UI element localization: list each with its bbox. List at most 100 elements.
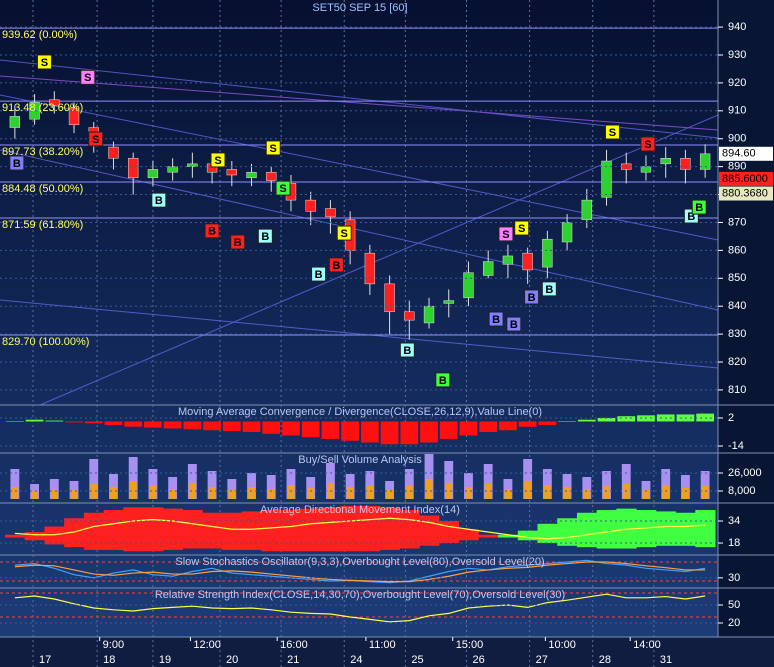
fib-label: 871.59 (61.80%) (2, 219, 83, 231)
time-label: 15:00 (456, 639, 484, 651)
bar (366, 486, 374, 499)
bar (583, 489, 591, 499)
candle-body (640, 166, 652, 173)
y-tick-label: 920 (728, 77, 746, 89)
indicator-line (14, 517, 706, 540)
bar (439, 421, 458, 439)
bar (445, 483, 453, 499)
bar (287, 485, 295, 499)
y-tick-label: 940 (728, 21, 746, 33)
panel (0, 559, 718, 584)
bar (582, 477, 592, 499)
bar (701, 486, 709, 499)
signal-label: S (214, 155, 221, 167)
y-tick-label: 930 (728, 49, 746, 61)
candle-body (108, 146, 119, 159)
bar (227, 479, 237, 499)
bar (346, 487, 354, 499)
bar (621, 464, 631, 499)
di-band (44, 526, 65, 545)
di-band (458, 529, 479, 541)
y-tick-label: 840 (728, 300, 746, 312)
bar (577, 419, 596, 422)
bar (248, 487, 255, 499)
y-tick-label: 850 (728, 272, 746, 284)
di-band (143, 507, 164, 552)
bar (543, 485, 551, 499)
di-band (616, 508, 637, 549)
signal-label: S (270, 143, 277, 155)
di-band (695, 510, 716, 548)
candle-body (246, 171, 257, 179)
bar (424, 454, 434, 499)
di-band (64, 518, 85, 548)
bar (267, 489, 275, 499)
bar (523, 459, 533, 499)
bar (542, 469, 552, 499)
bar (203, 421, 221, 431)
bar (420, 421, 438, 443)
di-band (596, 510, 617, 549)
di-band (261, 510, 282, 552)
bar (380, 421, 399, 445)
bar (499, 421, 517, 431)
signal-marker (506, 316, 522, 332)
bar (345, 474, 355, 499)
di-band (498, 534, 519, 538)
di-band (419, 515, 440, 546)
signal-marker (541, 281, 557, 297)
y-tick-label: -14 (728, 440, 744, 452)
signal-label: B (492, 314, 500, 326)
bar (484, 484, 492, 499)
bar (661, 469, 671, 499)
date-label: 20 (226, 654, 238, 666)
bar (642, 490, 650, 499)
candle-body (187, 163, 198, 167)
di-band (675, 512, 696, 546)
y-tick-label: 820 (728, 356, 746, 368)
di-band (202, 512, 223, 549)
bar (128, 457, 138, 499)
di-band (557, 518, 578, 546)
signal-marker (275, 180, 291, 196)
signal-label: B (545, 284, 553, 296)
bar (386, 490, 394, 499)
candle-body (502, 255, 514, 265)
bar (11, 487, 19, 499)
bar (222, 421, 241, 432)
price-box (719, 171, 773, 186)
x-axis-background (0, 637, 774, 667)
date-label: 28 (599, 654, 611, 666)
signal-marker (604, 124, 620, 140)
di-band (655, 511, 677, 546)
panel-borders (0, 0, 774, 638)
bar (109, 474, 118, 499)
di-band (320, 507, 341, 552)
signal-marker (151, 192, 167, 208)
signal-label: B (439, 375, 447, 387)
bar (365, 471, 375, 499)
candle-body (266, 171, 277, 181)
bar (425, 479, 433, 499)
date-label: 27 (536, 654, 548, 666)
bar (10, 469, 20, 499)
y-tick-label: 18 (728, 537, 740, 549)
bar (404, 469, 414, 499)
signal-marker (257, 228, 273, 244)
panel (5, 413, 715, 445)
signal-label: B (208, 226, 216, 238)
di-band (281, 510, 302, 552)
fib-label: 829.70 (100.00%) (2, 336, 89, 348)
bar (188, 483, 196, 499)
signal-label: B (155, 195, 163, 207)
di-band (123, 507, 144, 552)
y-tick-label: 34 (728, 515, 740, 527)
bar (558, 421, 576, 422)
di-band (340, 505, 361, 552)
bar (169, 489, 177, 499)
bar (681, 488, 689, 499)
bar (129, 481, 137, 499)
bar (504, 489, 512, 499)
fib-label: 897.73 (38.20%) (2, 146, 83, 158)
di-band (636, 510, 657, 548)
